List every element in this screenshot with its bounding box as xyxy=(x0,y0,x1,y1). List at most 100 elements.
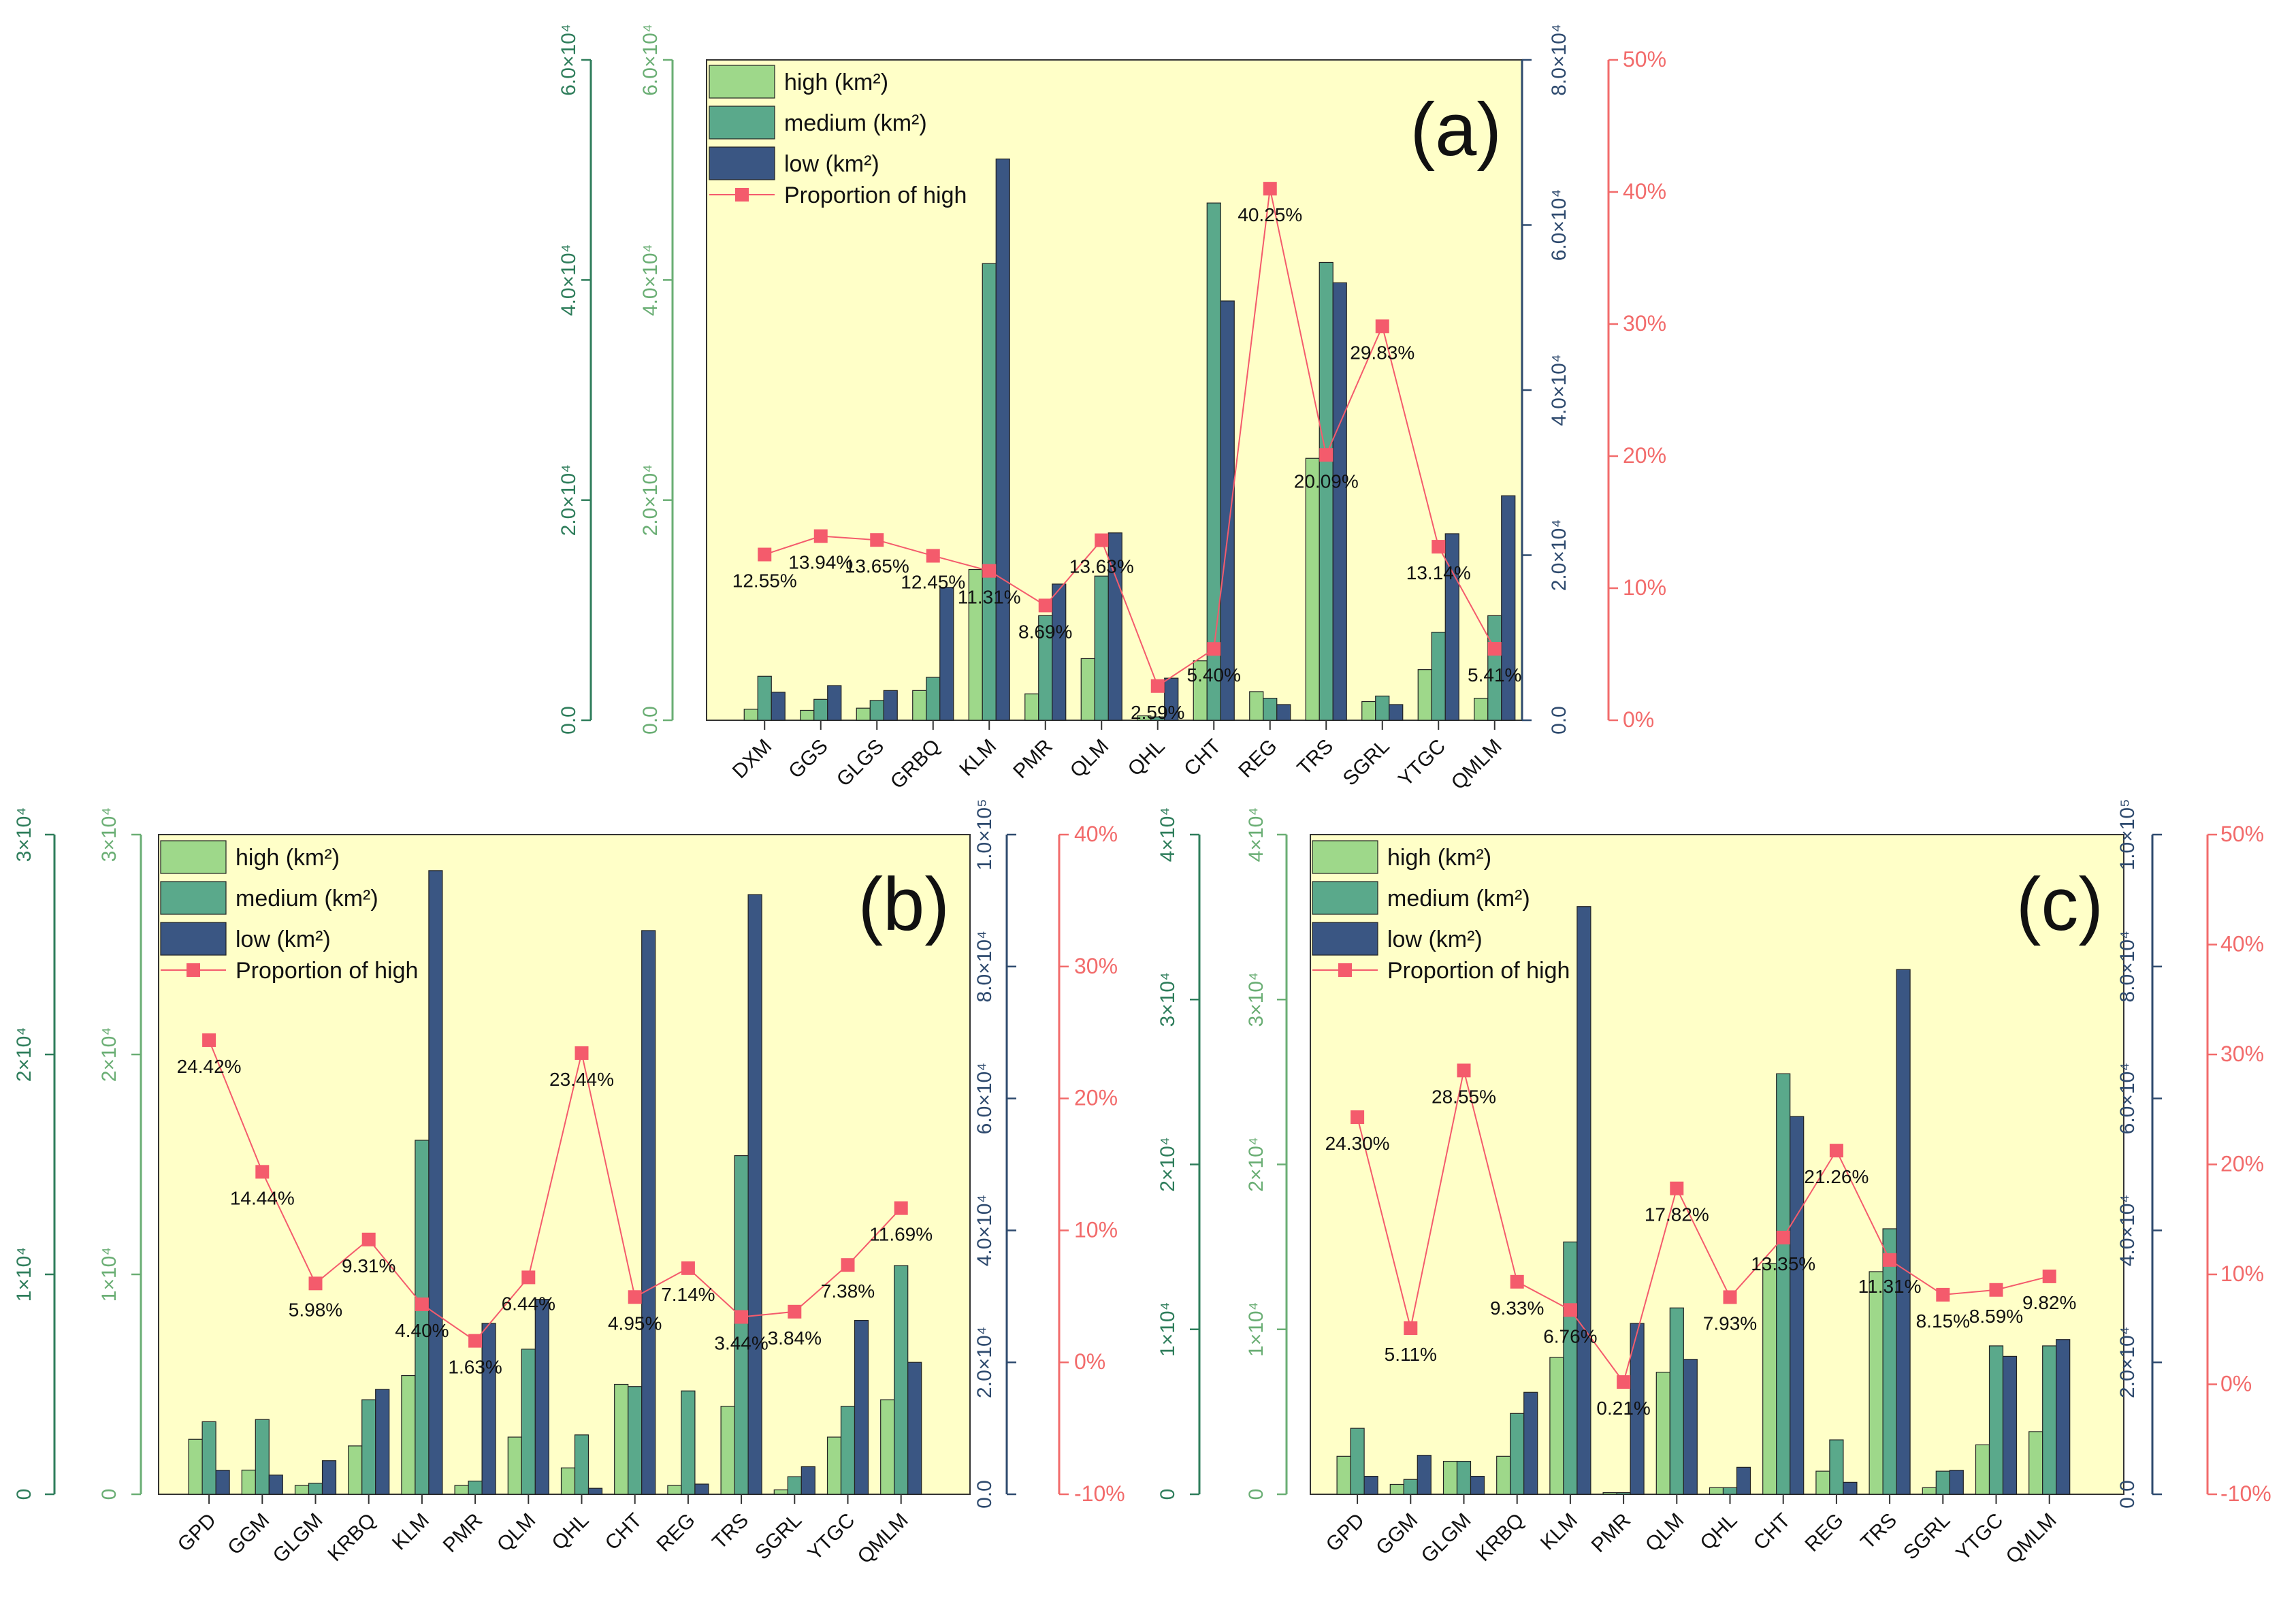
proportion-marker-glgm xyxy=(308,1276,323,1291)
bar-low-reg xyxy=(694,1483,709,1495)
bar-low-qhl xyxy=(1164,677,1179,721)
y-tick-label: 30% xyxy=(2220,1042,2264,1066)
y-tick-label: 10% xyxy=(1074,1217,1118,1242)
legend: high (km²) medium (km²) low (km²) Proportio… xyxy=(1312,840,1570,984)
y-tick-label: 2×10⁴ xyxy=(1157,1137,1179,1191)
bar-high-grbq xyxy=(912,690,927,721)
proportion-marker-qmlm xyxy=(1487,642,1502,656)
y-tick-label: 20% xyxy=(2220,1152,2264,1176)
bar-low-krbq xyxy=(375,1389,390,1495)
x-tick-label-glgm: GLGM xyxy=(269,1509,327,1568)
bar-medium-qlm xyxy=(1669,1307,1684,1495)
bar-low-qlm xyxy=(1107,532,1122,721)
bar-medium-trs xyxy=(1882,1228,1897,1495)
x-tick-label-qhl: QHL xyxy=(1124,735,1169,781)
bar-high-ytgc xyxy=(826,1436,842,1495)
legend-label-2: low (km²) xyxy=(1387,927,1483,952)
x-tick-label-pmr: PMR xyxy=(1009,735,1056,783)
bar-high-glgs xyxy=(856,707,871,721)
data-label-gpd: 24.30% xyxy=(1325,1133,1390,1154)
y-tick-label: 6.0×10⁴ xyxy=(557,24,580,95)
y-tick-label: -10% xyxy=(1074,1481,1125,1506)
y-tick-label: 2.0×10⁴ xyxy=(1548,519,1570,591)
left-axis-inner: 0 1×10⁴ 2×10⁴ 3×10⁴ xyxy=(98,807,142,1500)
bar-low-glgm xyxy=(1470,1475,1485,1495)
legend-swatch-medium xyxy=(160,881,227,915)
legend-label-1: medium (km²) xyxy=(1387,886,1530,912)
x-tick-label-trs: TRS xyxy=(708,1509,753,1554)
data-label-gpd: 24.42% xyxy=(177,1056,242,1077)
proportion-marker-dxm xyxy=(758,547,772,562)
proportion-marker-qhl xyxy=(1723,1290,1737,1304)
data-label-pmr: 1.63% xyxy=(448,1357,502,1378)
bar-low-pmr xyxy=(481,1323,496,1495)
data-label-pmr: 0.21% xyxy=(1596,1398,1650,1419)
bar-high-sgrl xyxy=(773,1489,788,1495)
bar-medium-reg xyxy=(681,1390,696,1495)
y-tick-label: 2.0×10⁴ xyxy=(973,1326,996,1398)
proportion-marker-reg xyxy=(1263,182,1277,196)
bar-medium-qmlm xyxy=(2042,1345,2057,1495)
y-tick-label: 4.0×10⁴ xyxy=(557,244,580,316)
proportion-marker-sgrl xyxy=(1936,1287,1950,1302)
proportion-marker-qlm xyxy=(521,1270,536,1285)
bar-high-klm xyxy=(401,1374,416,1495)
bar-low-qmlm xyxy=(1501,495,1516,721)
proportion-marker-ytgc xyxy=(1432,540,1446,554)
proportion-marker-pmr xyxy=(468,1334,483,1348)
proportion-marker-pmr xyxy=(1617,1375,1631,1389)
bar-low-klm xyxy=(428,870,443,1495)
x-tick-label-klm: KLM xyxy=(388,1509,434,1555)
y-tick-label: 2×10⁴ xyxy=(1245,1137,1267,1191)
bar-low-grbq xyxy=(939,587,954,721)
bar-low-ggm xyxy=(1417,1455,1432,1495)
y-tick-label: 0.0 xyxy=(557,706,580,735)
x-tick-label-ytgc: YTGC xyxy=(1952,1509,2007,1565)
bar-medium-ytgc xyxy=(1988,1345,2004,1495)
legend-swatch-low xyxy=(709,146,775,180)
x-tick-label-sgrl: SGRL xyxy=(1899,1509,1954,1564)
x-tick-label-ggm: GGM xyxy=(223,1509,274,1560)
x-tick-label-cht: CHT xyxy=(1180,735,1225,781)
y-tick-label: 0% xyxy=(2220,1372,2252,1396)
y-tick-label: 40% xyxy=(1074,822,1118,846)
bar-medium-sgrl xyxy=(1375,695,1390,721)
data-label-qhl: 7.93% xyxy=(1703,1313,1757,1334)
legend-label-1: medium (km²) xyxy=(784,110,927,136)
x-tick-label-qmlm: QMLM xyxy=(1447,735,1506,794)
bar-low-reg xyxy=(1843,1481,1858,1495)
x-tick-label-gpd: GPD xyxy=(1322,1509,1369,1556)
bar-medium-krbq xyxy=(361,1399,376,1495)
x-tick-label-dxm: DXM xyxy=(728,735,776,783)
bar-high-ggm xyxy=(241,1469,256,1495)
bar-low-ggs xyxy=(827,685,842,721)
bar-low-sgrl xyxy=(1389,704,1404,721)
y-tick-label: 8.0×10⁴ xyxy=(973,931,996,1002)
bar-low-pmr xyxy=(1052,583,1067,721)
x-tick-label-sgrl: SGRL xyxy=(1339,735,1394,790)
data-label-qmlm: 11.69% xyxy=(869,1224,933,1245)
legend: high (km²) medium (km²) low (km²) Proportio… xyxy=(709,65,967,208)
proportion-marker-trs xyxy=(734,1310,749,1324)
x-tick-label-cht: CHT xyxy=(1749,1509,1795,1555)
bar-high-klm xyxy=(1549,1357,1564,1495)
bar-low-cht xyxy=(1790,1116,1805,1495)
bar-high-krbq xyxy=(348,1445,363,1495)
x-tick-label-cht: CHT xyxy=(601,1509,647,1555)
bar-medium-ytgc xyxy=(1431,632,1446,721)
data-label-qlm: 17.82% xyxy=(1645,1204,1709,1225)
bar-high-qlm xyxy=(1080,658,1095,721)
bar-low-sgrl xyxy=(1949,1470,1964,1495)
bar-high-ytgc xyxy=(1417,669,1432,721)
bar-low-klm xyxy=(1577,906,1591,1495)
bar-medium-ggm xyxy=(1403,1479,1418,1495)
y-tick-label: 1×10⁴ xyxy=(1157,1302,1179,1357)
bar-medium-glgs xyxy=(869,700,884,721)
y-tick-label: 3×10⁴ xyxy=(98,807,120,862)
y-tick-label: 4.0×10⁴ xyxy=(973,1195,996,1266)
data-label-cht: 4.95% xyxy=(608,1313,662,1334)
y-tick-label: 0.0 xyxy=(973,1480,996,1509)
y-tick-label: 8.0×10⁴ xyxy=(1548,24,1570,95)
data-label-sgrl: 29.83% xyxy=(1350,342,1414,363)
